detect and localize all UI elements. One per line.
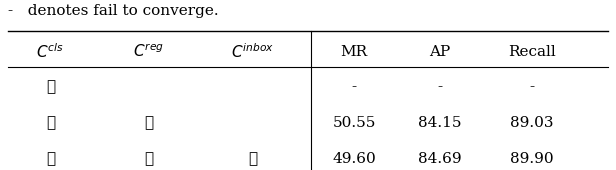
Text: ✓: ✓ [46, 80, 55, 94]
Text: 89.90: 89.90 [510, 152, 554, 166]
Text: 89.03: 89.03 [510, 116, 554, 130]
Text: ✓: ✓ [248, 152, 257, 166]
Text: ✓: ✓ [46, 152, 55, 166]
Text: -: - [437, 80, 442, 94]
Text: -: - [352, 80, 357, 94]
Text: Recall: Recall [508, 45, 556, 59]
Text: ✓: ✓ [144, 116, 153, 130]
Text: $C^{reg}$: $C^{reg}$ [133, 43, 164, 60]
Text: 49.60: 49.60 [332, 152, 376, 166]
Text: -   denotes fail to converge.: - denotes fail to converge. [7, 4, 218, 18]
Text: ✓: ✓ [144, 152, 153, 166]
Text: AP: AP [429, 45, 450, 59]
Text: -: - [529, 80, 535, 94]
Text: MR: MR [341, 45, 368, 59]
Text: 84.69: 84.69 [418, 152, 461, 166]
Text: ✓: ✓ [46, 116, 55, 130]
Text: $C^{inbox}$: $C^{inbox}$ [231, 42, 274, 61]
Text: 84.15: 84.15 [418, 116, 461, 130]
Text: $C^{cls}$: $C^{cls}$ [36, 42, 65, 61]
Text: 50.55: 50.55 [332, 116, 376, 130]
